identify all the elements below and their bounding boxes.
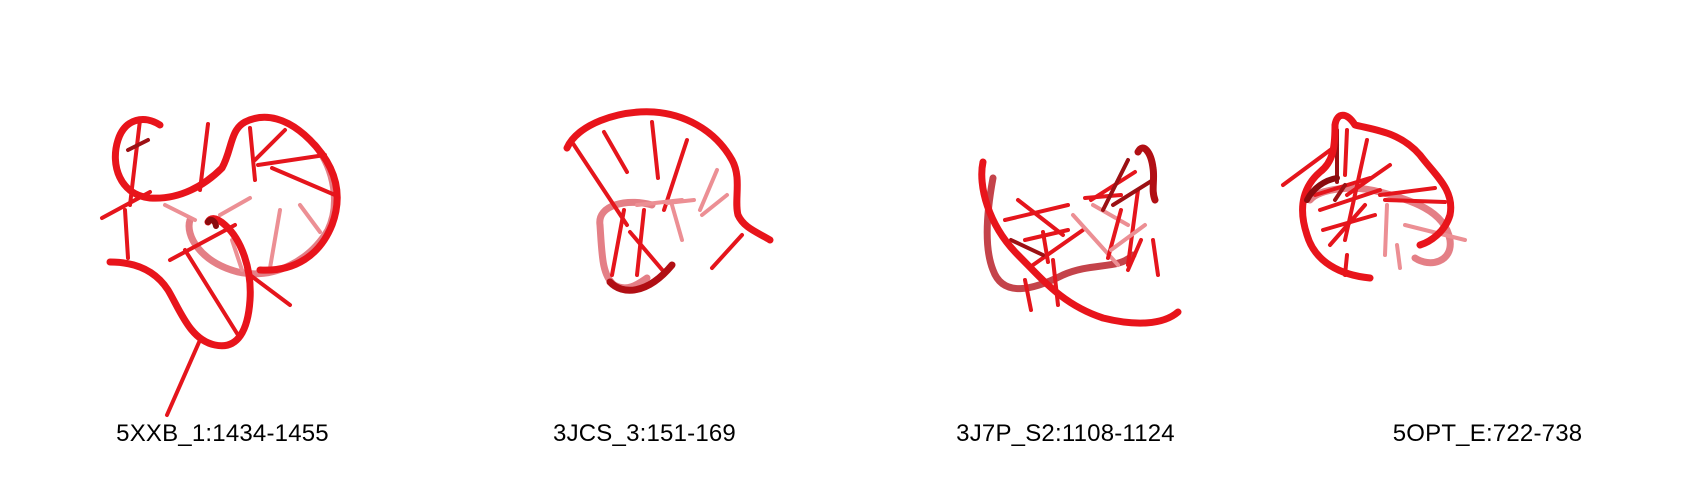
rna-structure-render-4 [1281, 111, 1467, 282]
backbone-front [563, 108, 774, 244]
base-pair-rungs [1003, 158, 1160, 312]
structure-panel-1: 5XXB_1:1434-1455 [10, 0, 435, 480]
structure-panel-2: 3JCS_3:151-169 [432, 0, 857, 480]
backbone-front [978, 158, 1182, 327]
structure-label: 3J7P_S2:1108-1124 [956, 420, 1175, 447]
backbone-shadow [1304, 175, 1340, 203]
backbone-back [983, 174, 1137, 293]
backbone-lower [606, 261, 676, 294]
structure-label: 3JCS_3:151-169 [553, 420, 736, 447]
backbone-hairpin [1134, 144, 1159, 204]
rna-structure-render-1 [100, 113, 341, 417]
backbone-front [1299, 111, 1455, 282]
backbone-shadow [205, 216, 219, 229]
structure-panel-4: 5OPT_E:722-738 [1275, 0, 1700, 480]
backbone-back [1306, 184, 1454, 267]
rna-structure-render-2 [563, 108, 774, 294]
backbone-front-lower [106, 215, 254, 350]
structure-panel-3: 3J7P_S2:1108-1124 [853, 0, 1278, 480]
base-pair-rungs [570, 120, 744, 277]
structure-label: 5XXB_1:1434-1455 [116, 420, 329, 447]
backbone-front-upper [111, 113, 341, 274]
rna-structure-render-3 [978, 144, 1182, 327]
structure-label: 5OPT_E:722-738 [1392, 420, 1583, 447]
base-pair-rungs [100, 118, 337, 417]
